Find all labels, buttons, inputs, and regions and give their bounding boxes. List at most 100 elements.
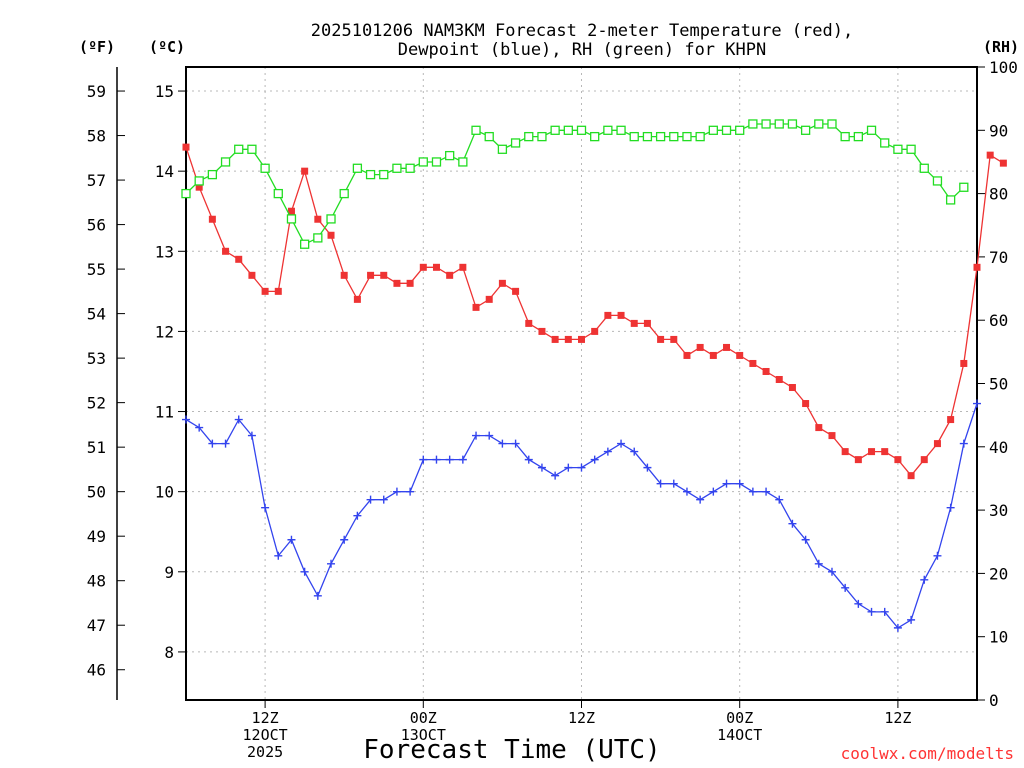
relative-humidity-point bbox=[642, 131, 653, 142]
dewpoint-point bbox=[419, 455, 428, 464]
temperature-point bbox=[274, 287, 282, 295]
dewpoint-point bbox=[920, 575, 929, 584]
fahrenheit-tick-label: 58 bbox=[87, 127, 106, 146]
dewpoint-point bbox=[841, 583, 850, 592]
rh-tick-label: 30 bbox=[989, 501, 1008, 520]
dewpoint-point bbox=[854, 599, 863, 608]
temperature-point bbox=[960, 359, 968, 367]
x-tick-label: 00Z bbox=[410, 709, 437, 727]
relative-humidity-point bbox=[603, 125, 613, 135]
temperature-point bbox=[182, 143, 190, 151]
dewpoint-line bbox=[185, 403, 978, 629]
temperature-point bbox=[591, 327, 599, 335]
relative-humidity-point bbox=[537, 131, 547, 142]
dewpoint-point bbox=[524, 455, 533, 464]
temperature-point bbox=[947, 416, 955, 424]
temperature-point bbox=[894, 456, 902, 464]
dewpoint-point bbox=[551, 471, 560, 480]
temperature-point bbox=[604, 311, 612, 319]
celsius-tick-label: 13 bbox=[155, 242, 174, 261]
celsius-tick-label: 15 bbox=[155, 82, 174, 101]
relative-humidity-series bbox=[181, 119, 969, 249]
temperature-point bbox=[788, 384, 796, 392]
relative-humidity-point bbox=[945, 195, 956, 205]
temperature-point bbox=[920, 456, 928, 464]
relative-humidity-point bbox=[458, 157, 468, 167]
relative-humidity-point bbox=[365, 169, 376, 180]
temperature-point bbox=[551, 335, 559, 343]
relative-humidity-point bbox=[576, 125, 587, 135]
dewpoint-point bbox=[946, 503, 955, 512]
rh-tick-label: 40 bbox=[989, 438, 1008, 457]
relative-humidity-point bbox=[431, 157, 442, 167]
fahrenheit-tick-label: 55 bbox=[87, 260, 106, 279]
dewpoint-point bbox=[300, 567, 309, 576]
dewpoint-point bbox=[445, 455, 454, 464]
rh-tick-label: 10 bbox=[989, 628, 1008, 647]
dewpoint-point bbox=[959, 439, 968, 448]
relative-humidity-point bbox=[497, 144, 508, 154]
temperature-point bbox=[828, 432, 836, 440]
dewpoint-point bbox=[630, 447, 639, 456]
dewpoint-point bbox=[617, 439, 626, 448]
temperature-point bbox=[749, 359, 757, 367]
dewpoint-point bbox=[933, 551, 942, 560]
x-tick-label: 2025 bbox=[247, 743, 283, 761]
temperature-point bbox=[498, 279, 506, 287]
temperature-point bbox=[815, 424, 823, 432]
temperature-point bbox=[261, 287, 269, 295]
dewpoint-point bbox=[406, 487, 415, 496]
fahrenheit-tick-label: 51 bbox=[87, 438, 106, 457]
x-axis-label: Forecast Time (UTC) bbox=[363, 735, 660, 765]
chart-title-line1: 2025101206 NAM3KM Forecast 2-meter Tempe… bbox=[311, 21, 853, 41]
temperature-point bbox=[525, 319, 533, 327]
dewpoint-point bbox=[274, 551, 283, 560]
fahrenheit-tick-label: 46 bbox=[87, 661, 106, 680]
relative-humidity-point bbox=[840, 131, 850, 142]
dewpoint-point bbox=[669, 479, 678, 488]
fahrenheit-tick-label: 47 bbox=[87, 616, 106, 635]
temperature-point bbox=[222, 247, 230, 255]
relative-humidity-point bbox=[853, 131, 863, 142]
fahrenheit-tick-label: 48 bbox=[87, 572, 106, 591]
relative-humidity-point bbox=[313, 233, 323, 243]
x-tick-label: 14OCT bbox=[717, 726, 762, 744]
relative-humidity-point bbox=[932, 176, 943, 186]
relative-humidity-point bbox=[563, 125, 573, 135]
dewpoint-point bbox=[432, 455, 441, 464]
dewpoint-point bbox=[748, 487, 757, 496]
temperature-point bbox=[841, 448, 849, 456]
temperature-point bbox=[380, 271, 388, 279]
relative-humidity-point bbox=[761, 119, 771, 129]
fahrenheit-tick-label: 52 bbox=[87, 394, 106, 413]
rh-tick-label: 70 bbox=[989, 248, 1008, 267]
temperature-point bbox=[248, 271, 256, 279]
fahrenheit-tick-label: 53 bbox=[87, 349, 106, 368]
temperature-point bbox=[353, 295, 361, 303]
celsius-tick-label: 14 bbox=[155, 162, 174, 181]
dewpoint-point bbox=[893, 623, 902, 632]
dewpoint-point bbox=[379, 495, 388, 504]
fahrenheit-tick-label: 49 bbox=[87, 527, 106, 546]
dewpoint-point bbox=[735, 479, 744, 488]
dewpoint-point bbox=[788, 519, 797, 528]
temperature-point bbox=[723, 343, 731, 351]
relative-humidity-point bbox=[194, 176, 204, 186]
temperature-point bbox=[933, 440, 941, 448]
dewpoint-point bbox=[827, 567, 836, 576]
relative-humidity-point bbox=[866, 125, 877, 135]
temperature-point bbox=[802, 400, 810, 408]
dewpoint-point bbox=[973, 399, 981, 408]
temperature-point bbox=[538, 327, 546, 335]
dewpoint-point bbox=[537, 463, 546, 472]
relative-humidity-point bbox=[247, 144, 257, 154]
temperature-line bbox=[185, 146, 1004, 477]
dewpoint-point bbox=[458, 455, 467, 464]
temperature-point bbox=[657, 335, 665, 343]
dewpoint-point bbox=[195, 423, 204, 432]
celsius-tick-label: 10 bbox=[155, 483, 174, 502]
relative-humidity-point bbox=[590, 131, 600, 142]
temperature-point bbox=[854, 456, 862, 464]
temperature-point bbox=[683, 351, 691, 359]
